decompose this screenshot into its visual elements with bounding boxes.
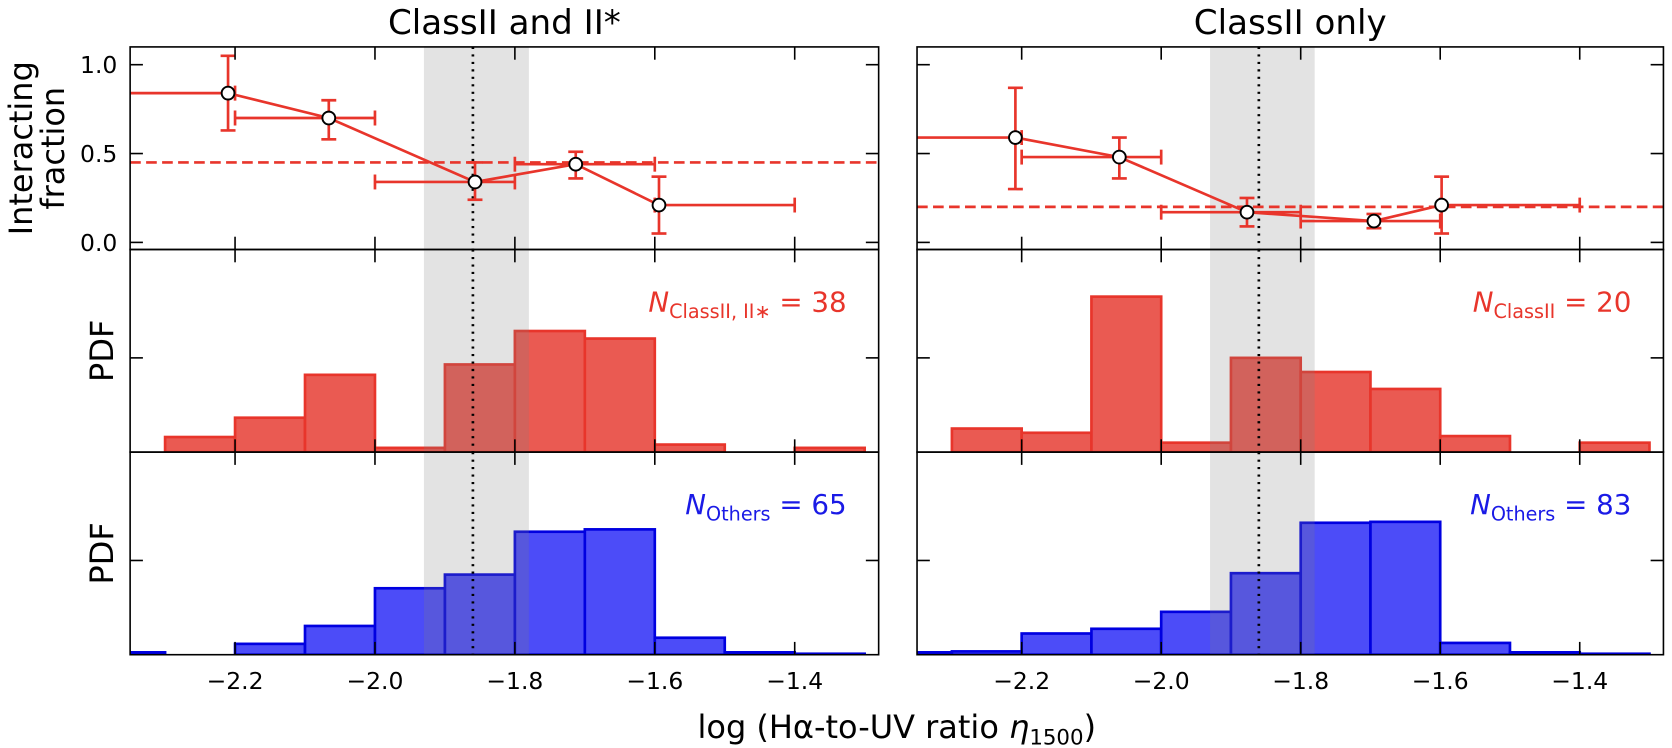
- annotation-subscript: ClassII, II∗: [669, 300, 770, 323]
- data-point: [321, 110, 337, 126]
- data-point: [1434, 197, 1449, 213]
- annotation-symbol: N: [1473, 285, 1494, 318]
- shaded-band: [1210, 249, 1315, 453]
- data-point: [1111, 149, 1127, 165]
- histogram-bar: [1369, 387, 1442, 453]
- x-tick-label: −1.8: [486, 667, 543, 695]
- x-tick-label: −1.4: [766, 667, 823, 695]
- x-axis-label-symbol: η: [1009, 708, 1029, 746]
- panel-title: ClassII only: [1194, 3, 1387, 43]
- histogram-bar: [1229, 571, 1303, 655]
- y-axis-label: fraction: [34, 87, 72, 210]
- x-tick-label: −1.8: [1272, 667, 1329, 695]
- x-tick-label: −1.6: [1412, 667, 1469, 695]
- axes-frame: [916, 451, 1665, 656]
- histogram-bar: [950, 427, 1024, 453]
- histogram-bar: [1020, 632, 1093, 655]
- histogram-bar: [1578, 441, 1651, 453]
- data-point: [1366, 213, 1382, 229]
- histogram-bar: [233, 642, 307, 655]
- histogram-bar: [513, 329, 587, 453]
- data-point: [568, 156, 584, 172]
- histogram-bar: [1159, 610, 1233, 655]
- annotation: NClassII = 20: [1473, 285, 1632, 322]
- histogram-bar: [1229, 356, 1303, 453]
- histogram-bar: [303, 624, 377, 655]
- annotation: NClassII, II∗ = 38: [648, 285, 846, 322]
- annotation: NOthers = 65: [685, 488, 846, 525]
- shaded-band: [423, 249, 529, 453]
- x-axis-label-close: ): [1084, 708, 1096, 746]
- y-tick-label: 0.5: [80, 140, 117, 168]
- data-point: [651, 197, 667, 213]
- y-tick-label: 0.0: [80, 229, 117, 257]
- plot-area: [950, 249, 1651, 453]
- x-tick-label: −2.0: [1133, 667, 1190, 695]
- histogram-bar: [163, 435, 237, 453]
- x-tick-label: −2.0: [347, 667, 404, 695]
- histogram-bar: [443, 363, 517, 453]
- annotation-subscript: ClassII: [1494, 300, 1556, 323]
- annotation-text: = 65: [771, 488, 847, 521]
- panel-title: ClassII and II*: [388, 3, 621, 43]
- y-axis-label: PDF: [83, 320, 121, 382]
- histogram-bar: [1438, 434, 1512, 453]
- annotation-text: = 83: [1555, 488, 1631, 521]
- plot-area: [130, 452, 866, 655]
- histogram-bar: [303, 373, 377, 453]
- histogram-bar: [130, 651, 167, 655]
- x-axis-label: log (Hα-to-UV ratio η1500): [698, 708, 1097, 748]
- histogram-bar: [233, 416, 307, 453]
- shaded-band: [1210, 452, 1315, 655]
- annotation-symbol: N: [685, 488, 706, 521]
- annotation-symbol: N: [1470, 488, 1491, 521]
- y-tick-label: 1.0: [80, 51, 117, 79]
- shaded-band: [423, 452, 529, 655]
- data-point: [1008, 130, 1023, 145]
- annotation: NOthers = 83: [1470, 488, 1631, 525]
- plot-area: [130, 46, 879, 250]
- histogram-bar: [1369, 520, 1442, 655]
- x-tick-label: −2.2: [993, 667, 1050, 695]
- histogram-bar: [1090, 295, 1163, 453]
- x-axis-label-subscript: 1500: [1029, 725, 1083, 748]
- annotation-subscript: Others: [1491, 502, 1555, 525]
- histogram-bar: [1299, 521, 1372, 655]
- data-point: [1239, 204, 1255, 220]
- histogram-bar: [1090, 627, 1163, 655]
- histogram-bar: [1438, 641, 1512, 655]
- histogram-bar: [1020, 431, 1093, 453]
- plot-area: [917, 46, 1664, 250]
- plot-area: [163, 249, 866, 453]
- x-tick-label: −2.2: [207, 667, 264, 695]
- histogram-bar: [653, 443, 727, 453]
- histogram-bar: [653, 636, 727, 655]
- x-axis-label-main: log (Hα-to-UV ratio: [698, 708, 1010, 746]
- annotation-text: = 20: [1555, 285, 1631, 318]
- axes-frame: [129, 451, 880, 656]
- histogram-bar: [583, 528, 657, 655]
- shaded-band: [1210, 46, 1315, 250]
- shaded-band: [423, 46, 529, 250]
- y-axis-label: Interacting: [2, 61, 40, 235]
- x-tick-label: −1.4: [1551, 667, 1608, 695]
- annotation-subscript: Others: [706, 502, 770, 525]
- histogram-bar: [373, 586, 447, 655]
- x-tick-label: −1.6: [626, 667, 683, 695]
- histogram-bar: [583, 337, 657, 453]
- y-axis-label: PDF: [83, 522, 121, 584]
- data-point: [220, 85, 236, 101]
- annotation-text: = 38: [771, 285, 847, 318]
- annotation-symbol: N: [648, 285, 669, 318]
- plot-area: [917, 452, 1651, 655]
- data-point: [467, 174, 483, 190]
